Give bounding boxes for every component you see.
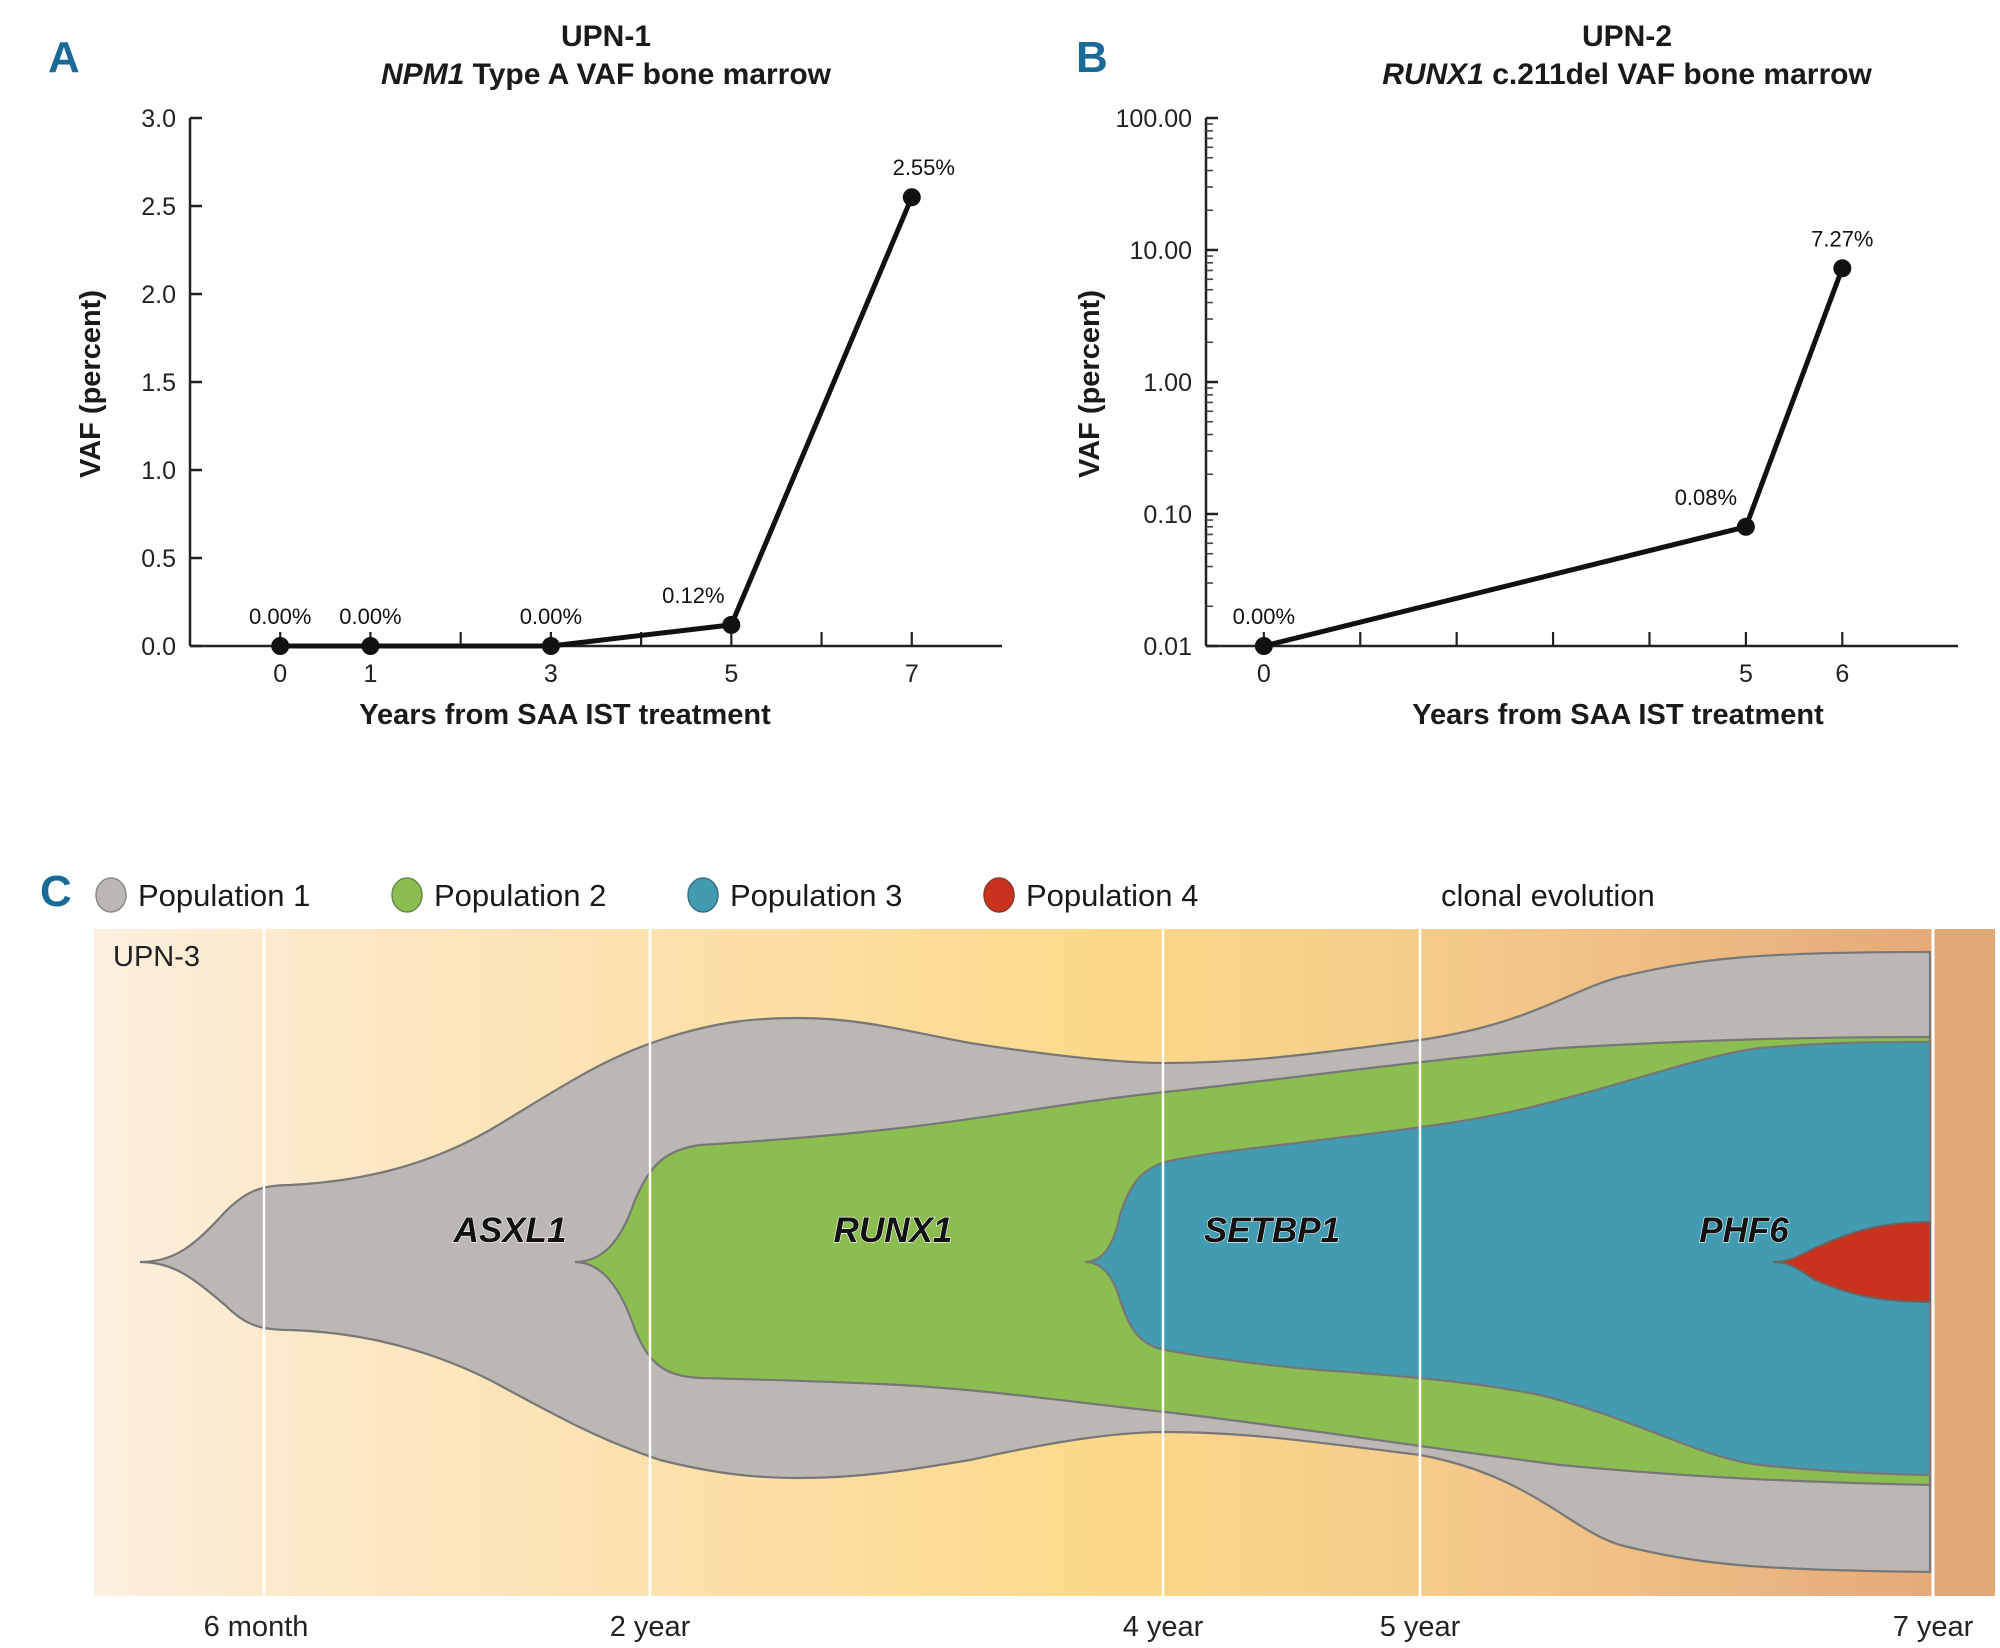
y-tick-label: 1.5: [141, 369, 176, 397]
chart-b-axes: 0.01 0.10 1.00 10.00 100.00 0 5 6 0.00% 0.08% 7.27…: [1116, 105, 1958, 688]
data-label: 0.00%: [249, 604, 311, 629]
chart-a-axes: 0.0 0.5 1.0 1.5 2.0 2.5 3.0 0 1 3 5 7 0.00% 0.00% 0.00…: [141, 105, 1002, 688]
chart-a-title-gene: NPM1: [381, 58, 464, 91]
legend-item-population-2: Population 2: [391, 877, 606, 913]
legend-label-population-4: Population 4: [1026, 878, 1198, 913]
y-tick-label: 2.5: [141, 193, 176, 221]
time-dividers: [262, 929, 1935, 1596]
panel-letter-b: B: [1076, 33, 1108, 82]
panel-letter-c: C: [40, 867, 72, 916]
chart-b-xlabel: Years from SAA IST treatment: [1412, 699, 1824, 731]
panel-a: A UPN-1 NPM1 Type A VAF bone marrow 0.00…: [48, 20, 1002, 731]
time-label-5-year: 5 year: [1380, 1611, 1461, 1643]
data-label: 0.12%: [662, 583, 724, 608]
y-tick-label: 0.10: [1143, 501, 1192, 529]
legend-swatch-population-2: [391, 877, 423, 913]
panel-c: C Population 1 Population 2 Population 3…: [40, 867, 1995, 1643]
time-label-2-year: 2 year: [610, 1611, 691, 1643]
gene-label-asxl1: ASXL1: [453, 1211, 567, 1250]
time-label-7-year: 7 year: [1893, 1611, 1974, 1643]
chart-b-title-rest: c.211del VAF bone marrow: [1484, 58, 1873, 91]
chart-a-title-line2: NPM1 Type A VAF bone marrow: [381, 58, 832, 91]
y-tick-label: 1.00: [1143, 369, 1192, 397]
upn3-label: UPN-3: [113, 941, 200, 973]
data-label: 0.00%: [339, 604, 401, 629]
chart-a-title-rest: Type A VAF bone marrow: [464, 58, 831, 91]
x-tick-label: 1: [363, 660, 377, 688]
x-tick-label: 3: [544, 660, 558, 688]
x-tick-label: 5: [1739, 660, 1753, 688]
y-tick-label: 3.0: [141, 105, 176, 133]
data-point: [1833, 259, 1852, 278]
data-label: 7.27%: [1811, 226, 1873, 251]
data-label: 0.08%: [1675, 485, 1737, 510]
y-tick-label: 10.00: [1129, 237, 1192, 265]
legend-swatch-population-3: [687, 877, 719, 913]
x-tick-label: 6: [1835, 660, 1849, 688]
legend-item-population-3: Population 3: [687, 877, 902, 913]
panel-b: B UPN-2 RUNX1 c.211del VAF bone marrow 0…: [1074, 20, 1958, 731]
x-tick-label: 0: [1257, 660, 1271, 688]
legend-item-population-4: Population 4: [983, 877, 1198, 913]
data-point: [361, 637, 380, 655]
legend-label-population-1: Population 1: [138, 878, 310, 913]
y-tick-label: 0.5: [141, 545, 176, 573]
gene-label-runx1: RUNX1: [834, 1211, 953, 1250]
legend-label-population-2: Population 2: [434, 878, 606, 913]
time-label-4-year: 4 year: [1123, 1611, 1204, 1643]
time-label-6-month: 6 month: [204, 1611, 309, 1643]
x-tick-label: 7: [905, 660, 919, 688]
data-point: [722, 615, 741, 634]
data-point: [1254, 637, 1273, 655]
gene-label-phf6: PHF6: [1699, 1211, 1789, 1250]
series-line: [1263, 267, 1845, 649]
chart-b-title-gene: RUNX1: [1382, 58, 1484, 91]
time-axis-labels: 6 month 2 year 4 year 5 year 7 year: [204, 1611, 1974, 1643]
clone-population-4-area: [1772, 1220, 1931, 1304]
chart-a-xlabel: Years from SAA IST treatment: [359, 699, 771, 731]
y-tick-label: 0.01: [1143, 633, 1192, 661]
legend-swatch-population-4: [983, 877, 1015, 913]
data-label: 0.00%: [1233, 604, 1295, 629]
y-tick-label: 2.0: [141, 281, 176, 309]
legend-swatch-population-1: [95, 877, 127, 913]
chart-b-ylabel: VAF (percent): [1074, 290, 1106, 478]
legend-item-population-1: Population 1: [95, 877, 310, 913]
panel-letter-a: A: [48, 33, 80, 82]
data-point: [541, 637, 560, 655]
legend-label-population-3: Population 3: [730, 878, 902, 913]
data-point: [902, 188, 921, 207]
chart-b-title-line1: UPN-2: [1582, 20, 1672, 53]
y-tick-label: 1.0: [141, 457, 176, 485]
chart-a-ylabel: VAF (percent): [75, 290, 107, 478]
series-line: [280, 196, 915, 649]
clone-population-3-area: [1084, 1040, 1932, 1477]
x-tick-label: 0: [273, 660, 287, 688]
data-point: [271, 637, 290, 655]
fishplot-end-band: [1935, 929, 1995, 1596]
y-tick-label: 100.00: [1116, 105, 1192, 133]
x-tick-label: 5: [724, 660, 738, 688]
chart-b-title-line2: RUNX1 c.211del VAF bone marrow: [1382, 58, 1872, 91]
data-label: 0.00%: [520, 604, 582, 629]
data-label: 2.55%: [893, 155, 955, 180]
gene-label-setbp1: SETBP1: [1204, 1211, 1340, 1250]
data-point: [1736, 517, 1755, 536]
legend: Population 1 Population 2 Population 3 P…: [95, 877, 1655, 913]
y-tick-label: 0.0: [141, 633, 176, 661]
chart-a-title-line1: UPN-1: [561, 20, 651, 53]
clonal-evolution-label: clonal evolution: [1441, 878, 1655, 913]
